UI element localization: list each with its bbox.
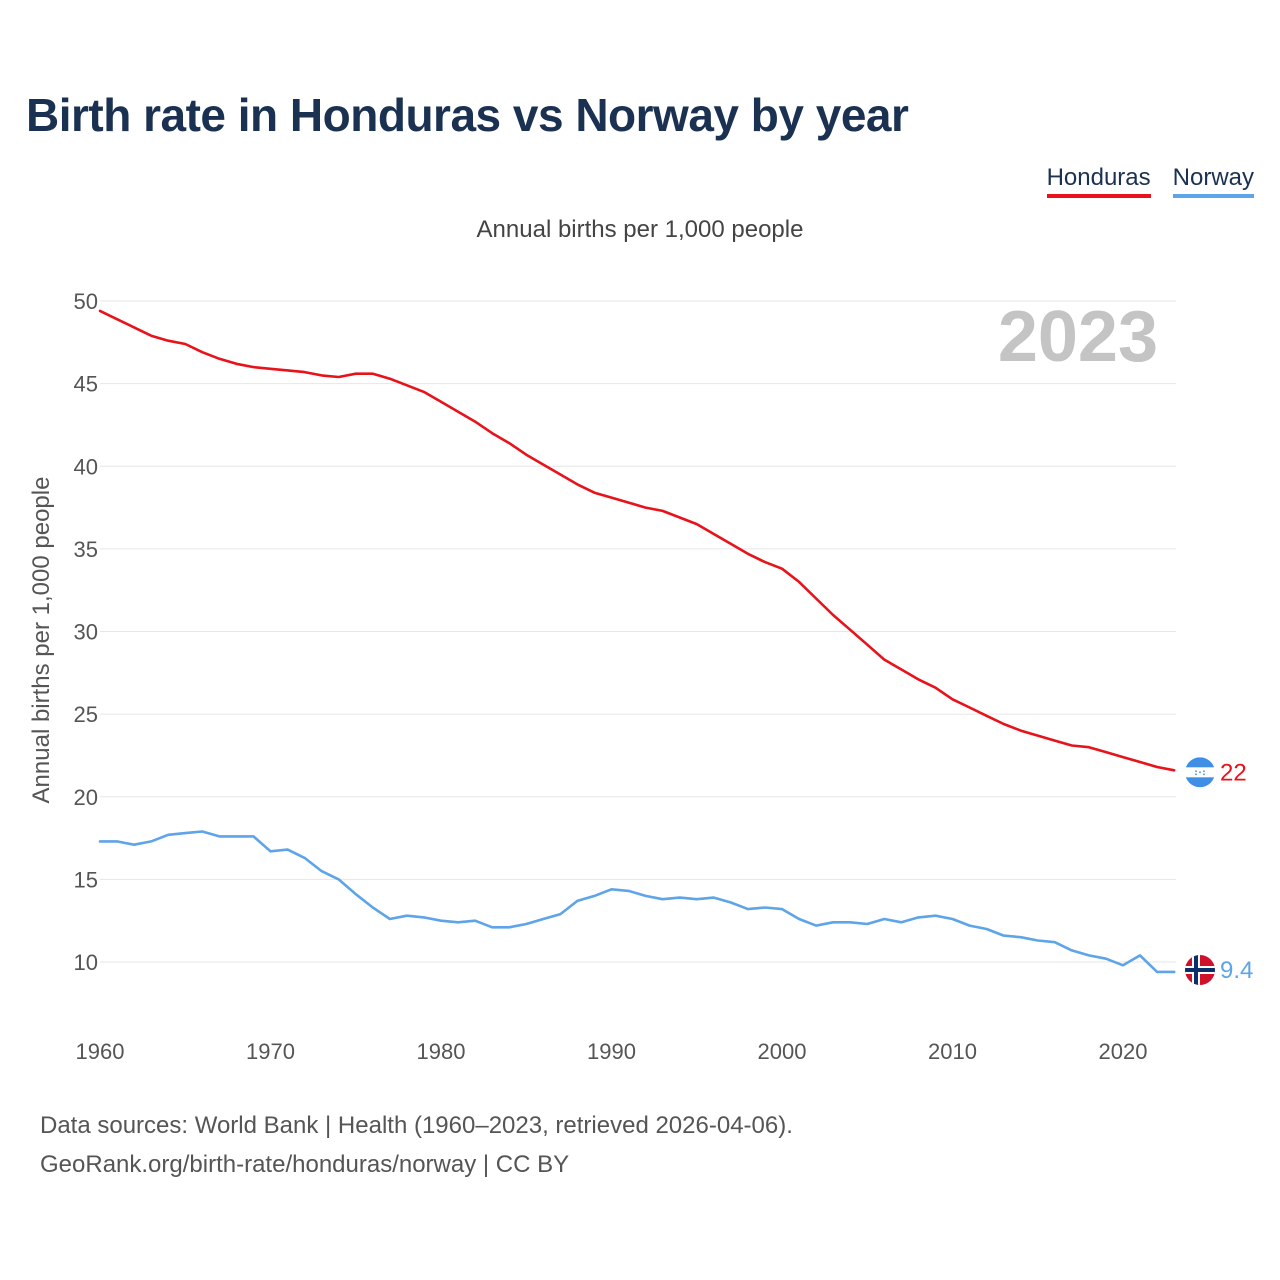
- year-overlay: 2023: [997, 297, 1158, 377]
- legend-item-honduras[interactable]: Honduras: [1046, 164, 1151, 198]
- legend-item-norway[interactable]: Norway: [1172, 164, 1254, 198]
- x-tick-label: 1980: [417, 1039, 466, 1064]
- data-source: Data sources: World Bank | Health (1960–…: [40, 1106, 793, 1184]
- x-tick-label: 2010: [928, 1039, 977, 1064]
- chart-title: Birth rate in Honduras vs Norway by year: [26, 89, 909, 141]
- y-tick-label: 15: [74, 867, 98, 892]
- x-tick-label: 1960: [76, 1039, 125, 1064]
- y-tick-label: 25: [74, 702, 98, 727]
- series-line-honduras: [98, 309, 1176, 772]
- source-line-1: Data sources: World Bank | Health (1960–…: [40, 1112, 793, 1139]
- x-tick-label: 1990: [587, 1039, 636, 1064]
- y-tick-label: 40: [74, 454, 98, 479]
- end-label-honduras: 22: [1220, 759, 1247, 786]
- x-tick-label: 2020: [1099, 1039, 1148, 1064]
- x-tick-label: 2000: [758, 1039, 807, 1064]
- y-tick-label: 45: [74, 372, 98, 397]
- norway-flag-icon: [1185, 955, 1215, 985]
- source-line-2: GeoRank.org/birth-rate/honduras/norway |…: [40, 1151, 570, 1178]
- y-tick-label: 20: [74, 785, 98, 810]
- chart-subtitle: Annual births per 1,000 people: [476, 216, 804, 243]
- end-label-norway: 9.4: [1220, 957, 1253, 984]
- y-tick-label: 50: [74, 289, 98, 314]
- legend: Honduras Norway: [1046, 164, 1254, 198]
- honduras-flag-icon: [1185, 757, 1215, 788]
- y-tick-label: 30: [74, 620, 98, 645]
- y-tick-label: 10: [74, 950, 98, 975]
- x-tick-label: 1970: [246, 1039, 295, 1064]
- series-line-norway: [98, 830, 1176, 974]
- y-tick-label: 35: [74, 537, 98, 562]
